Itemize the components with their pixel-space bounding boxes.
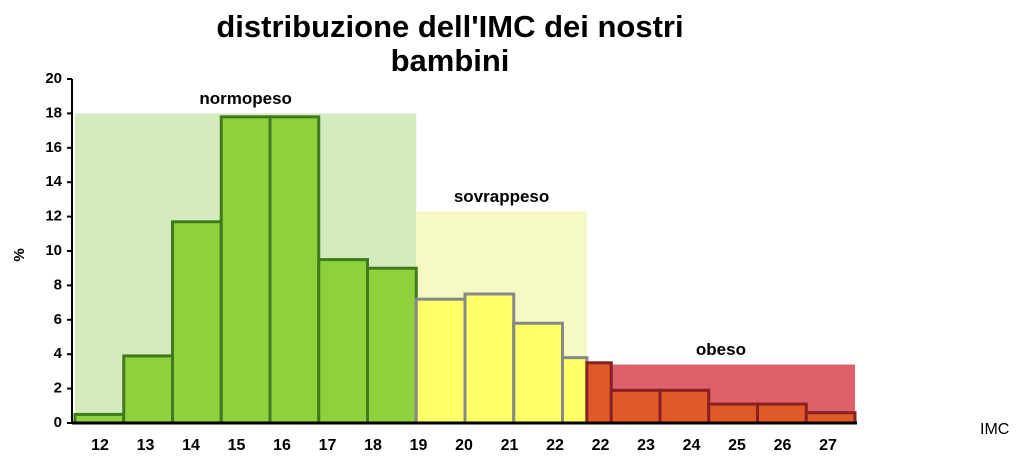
bar <box>707 402 759 425</box>
x-tick-label: 14 <box>182 437 200 454</box>
x-tick-label: 22 <box>546 437 564 454</box>
y-tick-label: 20 <box>45 70 62 87</box>
x-axis-label: IMC <box>980 421 1009 438</box>
x-tick-label: 24 <box>683 437 701 454</box>
y-tick-label: 10 <box>45 242 62 259</box>
bar <box>561 356 589 425</box>
x-tick-label: 21 <box>501 437 519 454</box>
bar <box>171 220 223 425</box>
y-tick-label: 6 <box>54 311 62 328</box>
bar <box>268 115 321 425</box>
x-tick-label: 20 <box>455 437 473 454</box>
bar <box>414 297 467 425</box>
bar <box>366 266 418 425</box>
bar <box>463 292 516 425</box>
y-axis-label: % <box>11 248 28 261</box>
bar <box>122 354 174 425</box>
y-tick-label: 4 <box>54 345 63 362</box>
region-label: obeso <box>696 340 746 359</box>
bar <box>756 402 808 425</box>
x-tick-label: 26 <box>774 437 792 454</box>
x-tick-label: 22 <box>592 437 610 454</box>
bar <box>585 361 613 425</box>
x-tick-label: 13 <box>137 437 155 454</box>
y-tick-label: 14 <box>45 173 62 190</box>
y-tick-label: 16 <box>45 139 62 156</box>
x-tick-label: 12 <box>91 437 109 454</box>
bar <box>658 388 711 425</box>
region-label: sovrappeso <box>454 187 549 206</box>
bar <box>219 115 272 425</box>
bar <box>609 388 662 425</box>
x-tick-label: 19 <box>410 437 428 454</box>
y-tick-label: 2 <box>54 380 62 397</box>
y-tick-label: 18 <box>45 104 62 121</box>
x-tick-label: 25 <box>728 437 746 454</box>
bar <box>317 258 369 425</box>
y-tick-label: 0 <box>54 414 62 431</box>
x-tick-label: 23 <box>637 437 655 454</box>
x-tick-label: 17 <box>319 437 337 454</box>
x-tick-label: 15 <box>228 437 246 454</box>
x-tick-label: 16 <box>273 437 291 454</box>
x-tick-label: 27 <box>819 437 837 454</box>
x-tick-label: 18 <box>364 437 382 454</box>
bar <box>804 411 857 425</box>
region-label: normopeso <box>199 89 292 108</box>
bar <box>512 321 564 425</box>
y-tick-label: 8 <box>54 276 62 293</box>
chart-title: distribuzione dell'IMC dei nostri bambin… <box>216 9 684 78</box>
y-tick-label: 12 <box>45 208 62 225</box>
